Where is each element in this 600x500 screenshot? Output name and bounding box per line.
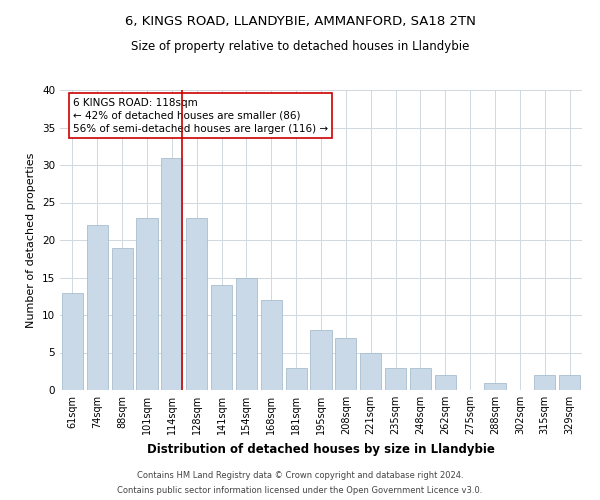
Bar — [360, 352, 381, 390]
Bar — [410, 368, 431, 390]
Y-axis label: Number of detached properties: Number of detached properties — [26, 152, 37, 328]
Text: Contains HM Land Registry data © Crown copyright and database right 2024.: Contains HM Land Registry data © Crown c… — [137, 471, 463, 480]
Bar — [236, 278, 257, 390]
Bar — [559, 375, 580, 390]
Text: Size of property relative to detached houses in Llandybie: Size of property relative to detached ho… — [131, 40, 469, 53]
Bar — [484, 382, 506, 390]
Bar — [261, 300, 282, 390]
Text: Distribution of detached houses by size in Llandybie: Distribution of detached houses by size … — [147, 442, 495, 456]
Bar — [87, 225, 108, 390]
Bar — [310, 330, 332, 390]
Bar — [286, 368, 307, 390]
Bar — [435, 375, 456, 390]
Bar — [186, 218, 207, 390]
Bar — [136, 218, 158, 390]
Bar — [112, 248, 133, 390]
Bar — [335, 338, 356, 390]
Bar — [534, 375, 555, 390]
Bar — [385, 368, 406, 390]
Text: 6, KINGS ROAD, LLANDYBIE, AMMANFORD, SA18 2TN: 6, KINGS ROAD, LLANDYBIE, AMMANFORD, SA1… — [125, 15, 475, 28]
Text: Contains public sector information licensed under the Open Government Licence v3: Contains public sector information licen… — [118, 486, 482, 495]
Bar — [211, 285, 232, 390]
Bar — [62, 292, 83, 390]
Text: 6 KINGS ROAD: 118sqm
← 42% of detached houses are smaller (86)
56% of semi-detac: 6 KINGS ROAD: 118sqm ← 42% of detached h… — [73, 98, 328, 134]
Bar — [161, 158, 182, 390]
